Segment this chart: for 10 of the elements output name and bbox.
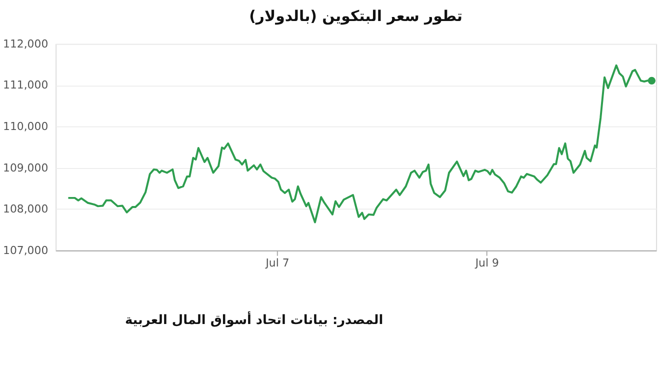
y-tick-label: 110,000 (3, 120, 48, 133)
x-tick-label: Jul 9 (474, 256, 499, 270)
x-tick-label: Jul 7 (264, 256, 290, 270)
y-tick-label: 109,000 (3, 161, 48, 174)
y-tick-label: 112,000 (3, 37, 48, 50)
chart-title: تطور سعر البتكوين (بالدولار) (249, 7, 463, 26)
y-tick-label: 107,000 (3, 244, 48, 257)
text: المصدر: بيانات اتحاد أسواق المال العربية (124, 310, 384, 328)
y-tick-label: 108,000 (3, 202, 48, 216)
y-tick-label: 111,000 (3, 78, 48, 92)
